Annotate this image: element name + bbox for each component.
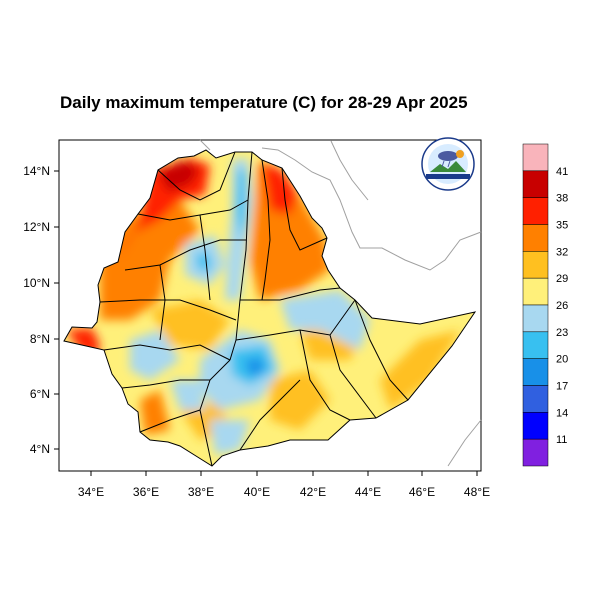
colorbar-label: 20 <box>556 354 568 366</box>
colorbar-swatch <box>522 224 549 252</box>
map-title: Daily maximum temperature (C) for 28-29 … <box>60 93 468 112</box>
colorbar-label: 14 <box>556 407 568 419</box>
lon-tick-label: 44°E <box>355 485 381 499</box>
colorbar-label: 11 <box>556 434 567 446</box>
lat-tick-label: 14°N <box>23 164 50 178</box>
colorbar-swatch <box>522 143 549 172</box>
lon-tick-label: 36°E <box>133 485 159 499</box>
colorbar-swatch <box>522 331 549 359</box>
lat-tick-label: 12°N <box>23 220 50 234</box>
temperature-field <box>64 150 475 466</box>
axis-ticks <box>54 170 478 476</box>
colorbar-swatch <box>522 170 549 198</box>
colorbar-label: 26 <box>556 300 568 312</box>
lat-tick-label: 6°N <box>30 387 50 401</box>
colorbar-swatch <box>522 304 549 333</box>
lon-tick-label: 46°E <box>409 485 435 499</box>
map-frame <box>58 139 482 472</box>
lat-tick-labels: 4°N 6°N 8°N 10°N 12°N 14°N <box>23 164 50 456</box>
colorbar-swatch <box>522 251 549 279</box>
colorbar-swatch <box>522 412 549 440</box>
lon-tick-label: 38°E <box>188 485 214 499</box>
colorbar-swatch <box>522 197 549 225</box>
colorbar-label: 38 <box>556 193 568 205</box>
lon-tick-labels: 34°E 36°E 38°E 40°E 42°E 44°E 46°E 48°E <box>78 485 490 499</box>
colorbar-swatch <box>522 438 549 467</box>
meteorology-agency-logo <box>421 137 475 191</box>
colorbar-label: 17 <box>556 381 568 393</box>
colorbar-swatch <box>522 385 549 413</box>
colorbar: 41 38 35 32 29 26 23 20 17 14 11 <box>522 143 568 467</box>
neighbor-borders <box>199 139 482 467</box>
lat-tick-label: 8°N <box>30 332 50 346</box>
lon-tick-label: 42°E <box>300 485 326 499</box>
country-outline <box>63 149 476 467</box>
colorbar-label: 35 <box>556 220 568 232</box>
lat-tick-label: 10°N <box>23 276 50 290</box>
lon-tick-label: 40°E <box>244 485 270 499</box>
colorbar-label: 29 <box>556 273 568 285</box>
lon-tick-label: 48°E <box>464 485 490 499</box>
colorbar-label: 32 <box>556 246 568 258</box>
colorbar-swatch <box>522 358 549 386</box>
lon-tick-label: 34°E <box>78 485 104 499</box>
lat-tick-label: 4°N <box>30 442 50 456</box>
colorbar-swatch <box>522 277 549 306</box>
colorbar-label: 23 <box>556 327 568 339</box>
colorbar-label: 41 <box>556 166 568 178</box>
